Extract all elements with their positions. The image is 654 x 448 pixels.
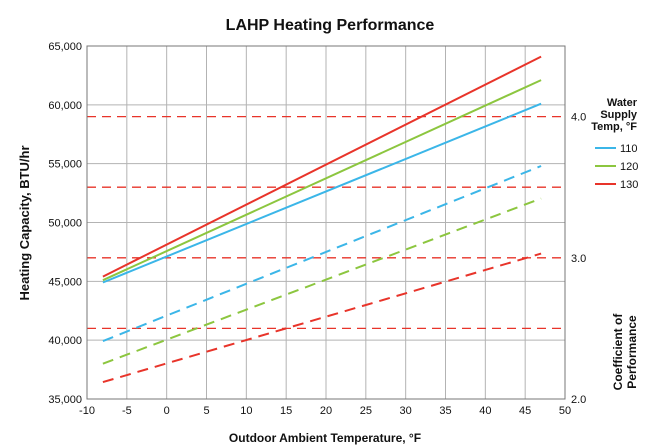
cop-line-120	[102, 197, 542, 365]
x-tick-label: 25	[360, 405, 372, 417]
x-axis-label: Outdoor Ambient Temperature, °F	[229, 431, 421, 445]
capacity-line-120	[102, 79, 542, 282]
capacity-line-130	[102, 55, 542, 278]
y-tick-label: 55,000	[48, 159, 82, 171]
grid	[86, 45, 566, 400]
x-tick-label: 35	[439, 405, 451, 417]
y-tick-label: 60,000	[48, 100, 82, 112]
y2-axis-label-line: Performance	[625, 315, 639, 389]
plot-frame	[86, 45, 566, 400]
x-tick-label: -10	[79, 405, 95, 417]
x-tick-label: 40	[479, 405, 491, 417]
y-tick-label: 50,000	[48, 218, 82, 230]
x-tick-label: 0	[164, 405, 170, 417]
y2-tick-label: 4.0	[571, 112, 586, 124]
x-tick-label: 5	[203, 405, 209, 417]
y2-tick-label: 3.0	[571, 253, 586, 265]
capacity-line-110	[102, 102, 542, 284]
legend-label-110: 110	[620, 143, 638, 155]
y-axis-label: Heating Capacity, BTU/hr	[17, 145, 32, 300]
legend: Water Supply Temp, °F 110 120 130	[591, 97, 638, 191]
y-tick-label: 45,000	[48, 276, 82, 288]
series-lines	[102, 55, 542, 384]
chart-title: LAHP Heating Performance	[226, 17, 435, 34]
cop-line-130	[102, 252, 542, 384]
x-tick-label: 50	[559, 405, 571, 417]
x-tick-label: 45	[519, 405, 531, 417]
y2-tick-label: 2.0	[571, 394, 586, 406]
x-tick-label: 20	[320, 405, 332, 417]
y2-axis-label: Coefficient ofPerformance	[611, 313, 639, 391]
legend-title-line: Water	[607, 97, 638, 109]
axes: -10 -5 0 5 10 15 20 25 30 35 40 45 50 35,000 40,000 45,…	[48, 41, 586, 417]
x-tick-label: -5	[122, 405, 132, 417]
legend-title: Water Supply Temp, °F	[591, 97, 638, 133]
y-tick-label: 65,000	[48, 41, 82, 53]
x-tick-label: 15	[280, 405, 292, 417]
legend-title-line: Temp, °F	[591, 121, 637, 133]
y2-axis-label-line: Coefficient of	[611, 313, 625, 391]
legend-label-130: 130	[620, 179, 638, 191]
legend-label-120: 120	[620, 161, 638, 173]
y-tick-label: 40,000	[48, 335, 82, 347]
x-tick-label: 30	[400, 405, 412, 417]
y-tick-label: 35,000	[48, 394, 82, 406]
reference-lines	[87, 115, 565, 330]
cop-line-110	[102, 165, 542, 343]
legend-title-line: Supply	[600, 109, 638, 121]
x-tick-label: 10	[240, 405, 252, 417]
